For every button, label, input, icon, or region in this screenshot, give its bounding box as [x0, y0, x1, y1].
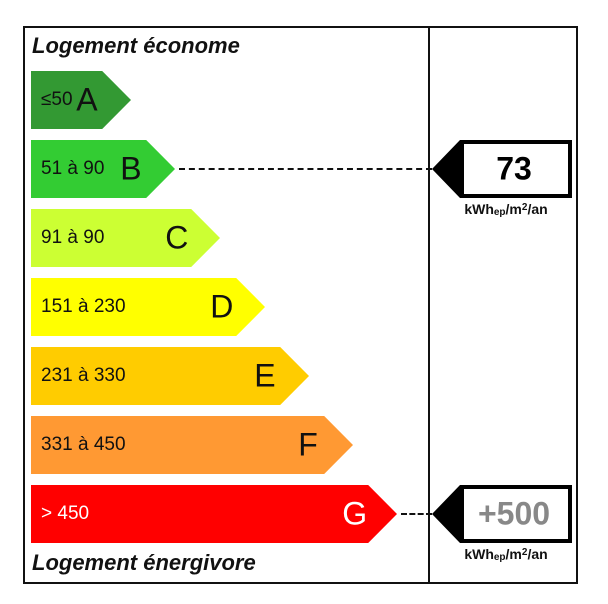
indicator-arrow	[432, 485, 572, 543]
energy-band-range: > 450	[41, 503, 90, 524]
unit-part-end: /an	[527, 201, 548, 217]
unit-part-sup: 2	[521, 202, 528, 213]
consumption-value: 73	[496, 150, 532, 187]
energy-band-arrow	[31, 485, 397, 543]
unit-part-end: /an	[527, 546, 548, 562]
consumption-value: +500	[477, 495, 551, 532]
energy-band-arrow	[31, 416, 353, 474]
consumption-indicator-g: +500	[432, 485, 572, 543]
energy-band-range: 151 à 230	[41, 296, 126, 317]
energy-band-arrow	[31, 278, 265, 336]
energy-band-range: 91 à 90	[41, 227, 105, 248]
energy-band-arrow	[31, 71, 131, 129]
energy-band-letter: D	[210, 288, 234, 325]
energy-band-letter: C	[165, 219, 189, 256]
column-divider	[428, 26, 430, 584]
consumption-unit: kWhep/m2/an	[432, 546, 580, 563]
class-leader-line	[179, 168, 432, 170]
unit-part-sub: ep	[493, 552, 506, 563]
energy-band-f: 331 à 450 F	[31, 416, 353, 474]
energy-band-a: ≤50 A	[31, 71, 131, 129]
energy-band-arrow	[31, 140, 175, 198]
energy-band-b: 51 à 90 B	[31, 140, 175, 198]
unit-part-mid: /m	[505, 201, 522, 217]
energy-band-range: 231 à 330	[41, 365, 126, 386]
energy-band-arrow	[31, 209, 220, 267]
unit-part-sup: 2	[521, 547, 528, 558]
unit-part-base: kWh	[464, 201, 494, 217]
energy-band-d: 151 à 230 D	[31, 278, 265, 336]
energy-band-range: 51 à 90	[41, 158, 105, 179]
consumption-indicator-b: 73	[432, 140, 572, 198]
inefficient-heading: Logement énergivore	[32, 550, 256, 575]
indicator-arrow	[432, 140, 572, 198]
energy-band-range: 331 à 450	[41, 434, 126, 455]
energy-band-c: 91 à 90 C	[31, 209, 220, 267]
class-leader-line	[401, 513, 432, 515]
consumption-unit: kWhep/m2/an	[432, 201, 580, 218]
energy-band-range: ≤50	[41, 89, 73, 110]
energy-band-arrow	[31, 347, 309, 405]
energy-band-letter: B	[120, 150, 142, 187]
energy-band-letter: E	[254, 357, 276, 394]
unit-part-base: kWh	[464, 546, 494, 562]
energy-band-letter: A	[76, 81, 98, 118]
energy-band-e: 231 à 330 E	[31, 347, 309, 405]
energy-band-g: > 450 G	[31, 485, 397, 543]
unit-part-mid: /m	[505, 546, 522, 562]
unit-part-sub: ep	[493, 207, 506, 218]
energy-band-letter: G	[342, 495, 368, 532]
energy-band-letter: F	[298, 426, 318, 463]
efficient-heading: Logement économe	[32, 33, 240, 58]
